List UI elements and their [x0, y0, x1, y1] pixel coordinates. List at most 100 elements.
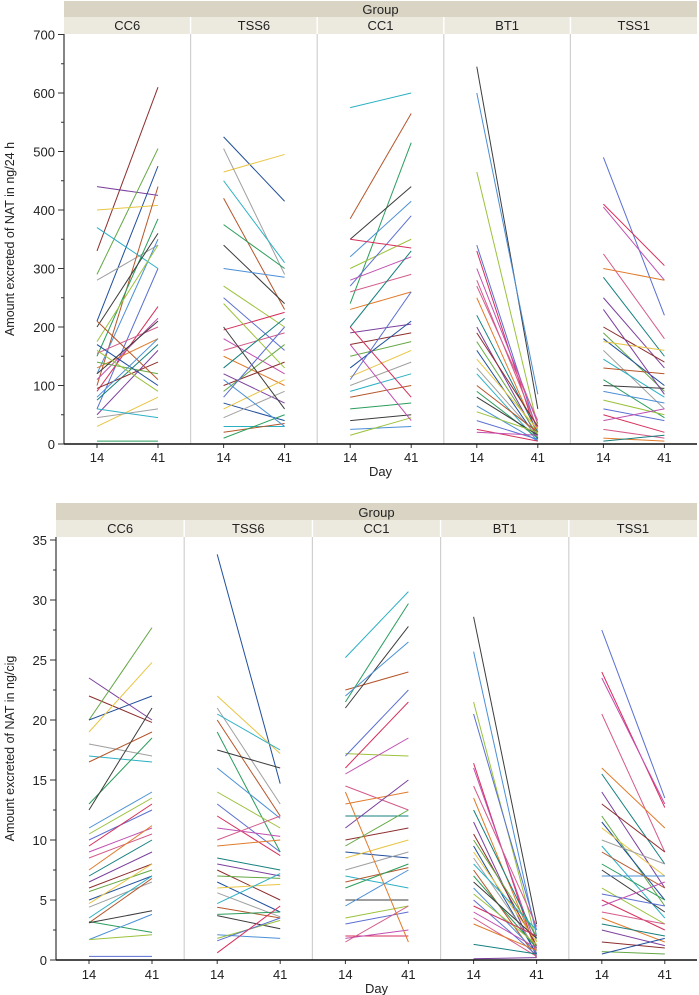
panel-label-cc6: CC6: [107, 521, 133, 536]
subject-line-cc1: [350, 323, 412, 334]
panel-label-tss1: TSS1: [617, 521, 650, 536]
subject-line-cc1: [345, 905, 409, 919]
y-tick-label: 100: [33, 379, 55, 394]
subject-line-tss1: [601, 821, 666, 901]
subject-line-cc6: [88, 875, 153, 901]
subject-line-tss1: [601, 893, 665, 907]
subject-line-tss1: [601, 851, 666, 889]
subject-line-tss6: [217, 883, 281, 889]
x-tick-label: 14: [343, 450, 357, 465]
subject-line-bt1: [476, 315, 539, 433]
subject-line-bt1: [473, 957, 537, 960]
subject-line-tss1: [601, 923, 665, 937]
subject-line-bt1: [476, 411, 538, 433]
subject-line-tss6: [223, 317, 285, 369]
x-tick-label: 41: [273, 967, 287, 982]
subject-line-tss6: [223, 285, 285, 328]
subject-line-tss6: [217, 915, 281, 930]
subject-line-cc6: [96, 218, 159, 357]
subject-line-cc1: [350, 402, 412, 410]
subject-line-tss6: [223, 355, 285, 386]
subject-line-tss6: [217, 911, 281, 915]
subject-line-tss1: [603, 206, 665, 281]
subject-line-cc1: [345, 737, 409, 775]
x-tick-label: 41: [145, 967, 159, 982]
subject-line-tss6: [223, 311, 285, 331]
subject-line-bt1: [473, 785, 538, 927]
subject-line-tss6: [216, 554, 281, 784]
y-tick-label: 20: [33, 713, 47, 728]
subject-line-tss6: [223, 338, 285, 375]
x-tick-label: 14: [595, 967, 609, 982]
subject-line-cc1: [350, 385, 412, 398]
x-tick-label: 41: [277, 450, 291, 465]
subject-line-tss6: [217, 815, 281, 841]
subject-line-tss1: [603, 390, 665, 404]
subject-line-cc6: [96, 86, 159, 252]
subject-line-bt1: [476, 431, 538, 436]
subject-line-tss1: [601, 839, 665, 865]
y-tick-label: 15: [33, 773, 47, 788]
subject-line-cc1: [349, 238, 412, 269]
y-tick-label: 700: [33, 28, 55, 43]
subject-line-tss1: [601, 881, 665, 907]
subject-line-tss6: [216, 713, 281, 751]
subject-line-cc6: [96, 268, 159, 410]
subject-line-cc6: [96, 233, 159, 328]
subject-line-tss6: [223, 332, 285, 351]
subject-line-tss1: [601, 941, 665, 949]
subject-line-bt1: [476, 250, 539, 439]
panel-label-tss6: TSS6: [238, 18, 271, 33]
subject-line-cc6: [88, 851, 153, 883]
x-tick-label: 41: [529, 967, 543, 982]
panel-label-cc1: CC1: [363, 521, 389, 536]
subject-line-cc1: [350, 332, 412, 346]
subject-line-tss6: [223, 180, 286, 263]
subject-line-cc1: [345, 827, 409, 841]
subject-line-tss6: [216, 869, 281, 901]
group-header-label: Group: [358, 505, 394, 520]
y-tick-label: 25: [33, 653, 47, 668]
y-tick-label: 10: [33, 833, 47, 848]
subject-line-cc6: [96, 320, 159, 375]
subject-line-cc1: [345, 867, 409, 883]
x-tick-label: 14: [470, 450, 484, 465]
subject-line-tss6: [223, 326, 285, 398]
subject-line-bt1: [473, 869, 538, 958]
subject-line-tss1: [603, 434, 665, 442]
subject-line-tss6: [217, 839, 281, 847]
subject-line-tss6: [217, 749, 281, 769]
subject-line-tss6: [223, 361, 285, 386]
panel-label-band: [312, 520, 441, 537]
subject-line-cc1: [345, 905, 409, 943]
subject-line-tss6: [223, 326, 286, 410]
subject-line-tss6: [216, 731, 281, 853]
subject-line-tss1: [601, 863, 666, 901]
x-axis-label: Day: [369, 464, 393, 479]
subject-line-bt1: [473, 651, 538, 937]
subject-line-tss6: [223, 423, 285, 433]
group-header-band: [64, 1, 697, 17]
subject-line-cc6: [96, 186, 159, 196]
subject-line-bt1: [476, 280, 539, 430]
subject-line-cc1: [345, 863, 409, 889]
panel-label-band: [56, 520, 185, 537]
subject-line-cc1: [350, 92, 412, 109]
panel-label-band: [443, 17, 571, 34]
subject-line-cc6: [96, 344, 159, 401]
subject-line-bt1: [473, 863, 537, 931]
y-tick-label: 0: [40, 953, 47, 968]
subject-line-tss6: [223, 198, 286, 310]
subject-line-tss1: [601, 629, 666, 799]
subject-line-cc1: [349, 291, 412, 380]
subject-line-cc1: [349, 215, 412, 287]
subject-line-cc6: [88, 797, 153, 835]
subject-line-tss1: [601, 937, 665, 955]
panel-label-band: [568, 520, 697, 537]
subject-line-tss1: [603, 367, 665, 375]
panel-label-band: [440, 520, 569, 537]
subject-line-bt1: [473, 616, 538, 925]
subject-line-cc1: [345, 851, 409, 871]
subject-line-tss1: [601, 911, 665, 925]
